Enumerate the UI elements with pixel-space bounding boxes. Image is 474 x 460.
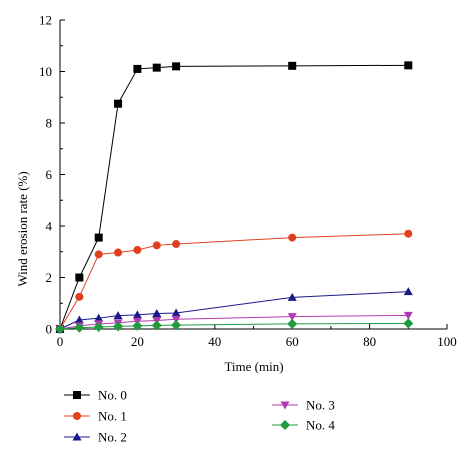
marker-diamond [171,320,182,331]
marker-triangle-up [287,292,297,301]
x-tick-label: 20 [131,334,144,349]
marker-diamond [403,318,414,329]
marker-diamond [151,320,162,331]
y-tick-label: 2 [46,270,53,285]
legend-item: No. 3 [272,398,335,413]
legend-item: No. 0 [64,388,127,403]
marker-circle [133,245,142,254]
legend-item: No. 2 [64,430,127,445]
marker-square [94,233,103,242]
marker-square [152,63,161,72]
marker-circle [73,412,81,420]
x-axis-title: Time (min) [224,359,283,374]
marker-circle [114,248,123,257]
marker-triangle-up [74,315,84,324]
marker-square [288,61,297,70]
legend-label: No. 4 [306,418,335,433]
x-tick-label: 100 [437,334,457,349]
marker-triangle-up [94,313,104,322]
marker-triangle-down [171,315,181,324]
marker-triangle-down [403,311,413,320]
marker-triangle-up [72,432,82,441]
marker-circle [172,240,181,249]
marker-triangle-down [287,313,297,322]
legend-label: No. 0 [98,388,127,403]
legend: No. 0 No. 1 No. 2 No. 3 No. 4 [64,388,335,445]
legend-label: No. 1 [98,409,127,424]
series-0 [56,61,413,333]
series-line [59,322,409,330]
y-tick-label: 4 [46,219,53,234]
marker-diamond [280,420,290,430]
marker-circle [288,233,297,242]
marker-diamond [287,318,298,329]
marker-triangle-up [132,310,142,319]
marker-diamond [132,320,143,331]
x-tick-label: 0 [57,334,64,349]
y-axis-title: Wind erosion rate (%) [15,171,30,286]
y-tick-label: 10 [39,64,52,79]
series-4 [55,318,414,334]
marker-square [172,62,181,71]
marker-square [114,99,123,108]
y-tick-label: 12 [39,13,52,28]
y-tick-label: 0 [46,322,53,337]
marker-diamond [113,321,124,332]
marker-circle [404,229,413,238]
legend-label: No. 2 [98,430,127,445]
legend-item: No. 1 [64,409,127,424]
marker-triangle-down [280,401,290,410]
marker-circle [94,250,103,259]
series-line [59,233,409,330]
x-tick-label: 80 [363,334,376,349]
marker-square [75,273,84,282]
y-tick-label: 6 [46,167,53,182]
series-line [59,64,409,330]
marker-triangle-up [403,287,413,296]
marker-triangle-up [152,309,162,318]
y-tick-label: 8 [46,116,53,131]
legend-item: No. 4 [272,418,335,433]
series-3 [55,311,413,334]
series-layer [55,61,414,334]
marker-diamond [55,324,65,334]
x-tick-label: 60 [286,334,299,349]
x-tick-label: 40 [208,334,221,349]
marker-square [404,61,413,70]
marker-square [73,391,81,399]
marker-square [133,64,142,73]
marker-triangle-up [171,308,181,317]
marker-triangle-up [113,311,123,320]
marker-diamond [93,321,104,332]
marker-circle [152,241,161,250]
marker-circle [75,292,84,301]
series-2 [55,287,413,333]
axes: 0 20 40 60 80 100 0 2 4 6 8 10 12 [39,13,457,350]
marker-diamond [74,322,85,333]
legend-label: No. 3 [306,398,335,413]
